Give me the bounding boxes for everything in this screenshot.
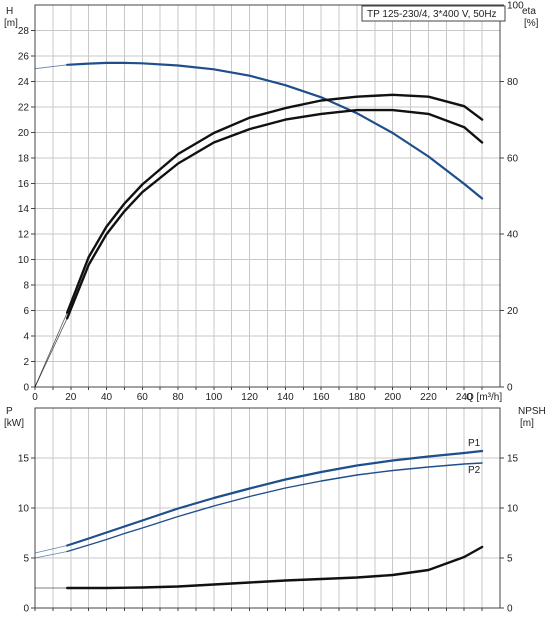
left-axis-tick-label: 12	[18, 230, 30, 241]
x-axis-tick-label: 180	[349, 392, 366, 403]
chart-title: TP 125-230/4, 3*400 V, 50Hz	[367, 9, 497, 20]
p1-curve-extrapolated	[34, 545, 68, 554]
right-axis-tick-label: 80	[507, 77, 519, 88]
x-axis-tick-label: 60	[137, 392, 149, 403]
right-axis-label: NPSH	[518, 406, 546, 417]
left-axis-tick-label: 10	[18, 255, 30, 266]
p2-curve	[66, 462, 483, 553]
left-axis-tick-label: 26	[18, 51, 30, 62]
x-axis-tick-label: 120	[241, 392, 258, 403]
x-axis-tick-label: 0	[32, 392, 38, 403]
right-axis-tick-label: 0	[507, 604, 513, 615]
right-axis-unit: [m]	[520, 418, 534, 429]
x-axis-tick-label: 160	[313, 392, 330, 403]
left-axis-unit: [m]	[4, 18, 18, 29]
series-2-curve-extrapolated	[34, 312, 68, 388]
left-axis-tick-label: 24	[18, 77, 30, 88]
right-axis-unit: [%]	[524, 18, 539, 29]
x-axis-tick-label: 20	[65, 392, 77, 403]
x-axis-tick-label: 80	[173, 392, 185, 403]
left-axis-label: P	[6, 406, 13, 417]
right-axis-tick-label: 5	[507, 554, 513, 565]
series-0-curve	[66, 61, 484, 200]
left-axis-tick-label: 10	[18, 504, 30, 515]
p1-curve	[66, 449, 484, 547]
left-axis-tick-label: 0	[23, 604, 29, 615]
power-npsh-panel: 0 5 10 15 0 5 10 15 P[kW] NPSH[m] P1 P2	[4, 406, 546, 615]
left-axis-tick-label: 16	[18, 179, 30, 190]
left-axis-tick-label: 22	[18, 102, 30, 113]
left-axis-tick-label: 4	[23, 332, 29, 343]
left-axis-tick-label: 8	[23, 281, 29, 292]
left-axis-tick-label: 0	[23, 383, 29, 394]
right-axis-tick-label: 100	[507, 1, 524, 12]
p2-curve-extrapolated	[34, 551, 68, 559]
left-axis-tick-label: 2	[23, 357, 29, 368]
left-axis-tick-label: 6	[23, 306, 29, 317]
left-axis-tick-label: 15	[18, 454, 30, 465]
left-axis-tick-label: 28	[18, 26, 30, 37]
right-axis-tick-label: 15	[507, 454, 519, 465]
x-axis-tick-label: 220	[420, 392, 437, 403]
right-axis-tick-label: 60	[507, 153, 519, 164]
series-2-curve	[65, 545, 484, 590]
left-axis-tick-label: 5	[23, 554, 29, 565]
x-axis-tick-label: 100	[206, 392, 223, 403]
x-axis-tick-label: 200	[384, 392, 401, 403]
series-0-curve-extrapolated	[34, 64, 68, 70]
left-axis-unit: [kW]	[4, 418, 24, 429]
x-axis-tick-label: 40	[101, 392, 113, 403]
series-2-curve	[65, 93, 484, 314]
title-box	[361, 5, 506, 22]
right-axis-tick-label: 20	[507, 306, 519, 317]
left-axis-label: H	[6, 6, 13, 17]
left-axis-tick-label: 14	[18, 204, 30, 215]
right-axis-tick-label: 10	[507, 504, 519, 515]
p2-series-label: P2	[468, 465, 481, 476]
right-axis-label: eta	[522, 6, 536, 17]
right-axis-tick-label: 0	[507, 383, 513, 394]
left-axis-tick-label: 18	[18, 153, 30, 164]
x-axis-tick-label: 140	[277, 392, 294, 403]
x-axis-tick-label: 240	[456, 392, 473, 403]
x-axis-label: Q [m³/h]	[466, 392, 502, 403]
p1-series-label: P1	[468, 438, 481, 449]
series-1-curve	[65, 108, 484, 320]
right-axis-tick-label: 40	[507, 230, 519, 241]
left-axis-tick-label: 20	[18, 128, 30, 139]
